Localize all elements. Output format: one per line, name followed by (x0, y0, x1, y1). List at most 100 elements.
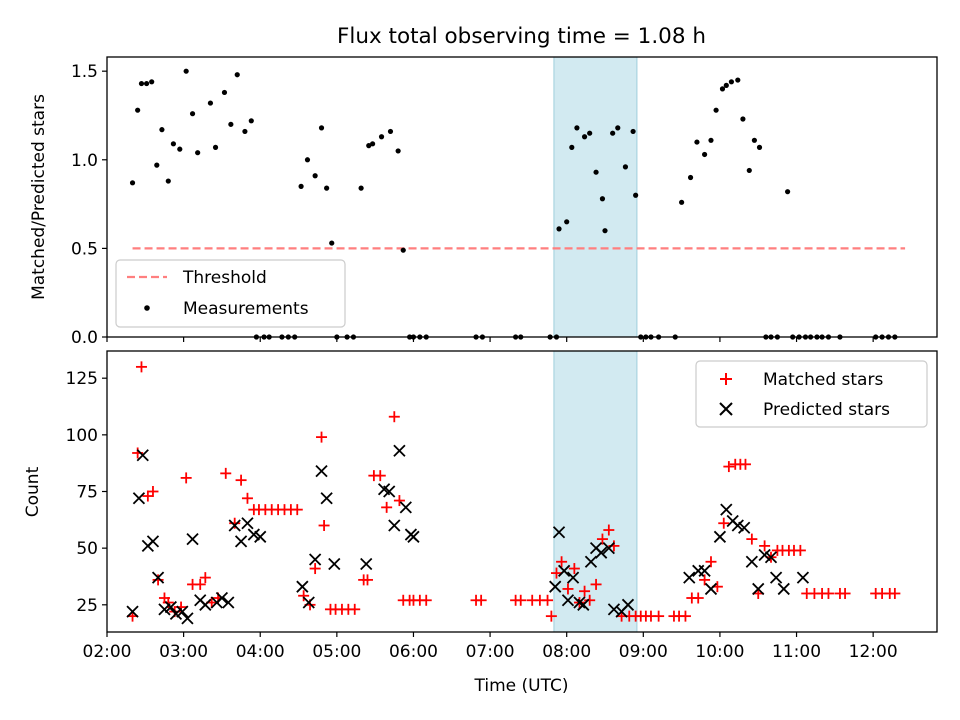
x-tick-label: 06:00 (389, 642, 438, 662)
measurement-point (165, 178, 171, 184)
predicted-star-point (151, 571, 165, 584)
matched-star-point (579, 585, 591, 597)
matched-star-point (220, 467, 232, 479)
matched-star-point (291, 504, 303, 516)
measurement-point (143, 80, 150, 87)
measurement-point (358, 185, 364, 191)
legend-measurements-label: Measurements (183, 299, 309, 319)
measurement-point (318, 125, 325, 131)
matched-star-point (699, 574, 711, 586)
plot-frame-top (106, 56, 938, 338)
measurement-point (751, 137, 758, 143)
measurement-point (602, 228, 608, 234)
measurement-point (159, 127, 165, 133)
x-tick-label: 02:00 (83, 642, 132, 662)
measurement-point (378, 134, 385, 140)
x-tick-label: 08:00 (542, 642, 591, 662)
predicted-star-point (407, 530, 420, 543)
matched-star-point (388, 411, 400, 423)
predicted-star-point (561, 594, 575, 607)
predicted-star-point (234, 535, 248, 548)
matched-star-point (568, 563, 580, 575)
measurement-point (679, 199, 685, 205)
y-axis-label-bottom: Count (23, 466, 43, 517)
matched-star-point (381, 501, 393, 513)
measurement-point (694, 139, 700, 145)
measurement-point (687, 174, 694, 181)
predicted-star-point (181, 612, 194, 625)
y-axis-label-top: Matched/Predicted stars (29, 94, 49, 300)
matched-star-point (542, 594, 554, 606)
predicted-star-point (176, 605, 189, 618)
predicted-star-point (169, 607, 183, 621)
measurement-point (138, 80, 145, 87)
x-tick-label: 11:00 (772, 642, 821, 662)
measurement-point (630, 128, 636, 135)
measurement-point (400, 247, 406, 253)
measurement-point (135, 107, 141, 113)
predicted-star-point (777, 582, 790, 596)
measurement-point (177, 146, 183, 152)
measurement-point (195, 150, 201, 156)
legend-threshold-label: Threshold (182, 268, 267, 288)
measurement-point (593, 169, 599, 175)
measurement-point (248, 118, 254, 124)
measurement-point (207, 100, 214, 106)
y-tick-label: 0.0 (71, 328, 98, 348)
matched-star-point (584, 594, 596, 606)
matched-star-point (590, 578, 602, 590)
predicted-star-point (796, 571, 810, 584)
x-tick-label: 05:00 (312, 642, 361, 662)
measurement-point (599, 196, 606, 202)
measurement-point (304, 157, 311, 163)
matched-star-point (562, 583, 574, 595)
plot-frame-bottom (106, 350, 938, 633)
x-axis-ticks-bottom: 02:00 03:00 04:00 05:00 06:00 07:00 08:00 09:00… (83, 632, 898, 662)
legend-frame-bottom (695, 360, 928, 428)
predicted-star-point (247, 528, 260, 541)
measurement-point (756, 144, 763, 150)
predicted-star-point (566, 571, 580, 584)
matched-star-point (298, 590, 310, 602)
predicted-star-point (360, 557, 373, 571)
matched-star-point (889, 587, 901, 599)
measurement-point (610, 130, 616, 136)
measurement-point (569, 144, 575, 150)
predicted-star-point (388, 519, 401, 532)
predicted-star-point (132, 492, 146, 505)
predicted-star-point (758, 548, 771, 562)
legend-predicted-label: Predicted stars (763, 400, 890, 420)
predicted-star-point (158, 603, 171, 616)
predicted-star-point (607, 603, 621, 616)
predicted-star-point (186, 532, 199, 546)
predicted-star-point (769, 571, 783, 584)
matched-star-point (194, 578, 206, 590)
matched-star-point (316, 431, 328, 443)
matched-star-point (349, 603, 361, 615)
predicted-star-point (241, 517, 254, 530)
predicted-star-point (621, 598, 635, 611)
matched-star-point (545, 610, 557, 622)
measurement-point (228, 121, 234, 127)
measurement-point (149, 79, 155, 85)
predicted-star-point (602, 542, 615, 555)
matched-star-point (603, 524, 615, 536)
matched-star-point (723, 461, 735, 473)
measurement-point (298, 183, 304, 189)
measurement-point (183, 68, 189, 74)
matched-star-point (794, 544, 806, 556)
measurement-point (574, 125, 580, 131)
matched-star-point (361, 574, 373, 586)
measurement-point (735, 77, 741, 83)
predicted-star-point (704, 582, 718, 596)
predicted-star-point (558, 564, 571, 577)
measurement-point (312, 173, 318, 179)
measurement-point (242, 128, 248, 135)
predicted-star-point (549, 580, 562, 593)
measurement-point (581, 134, 588, 140)
measurement-point (556, 226, 562, 232)
matched-star-point (235, 474, 247, 486)
matched-star-point (718, 517, 730, 529)
matched-star-point (653, 610, 665, 622)
